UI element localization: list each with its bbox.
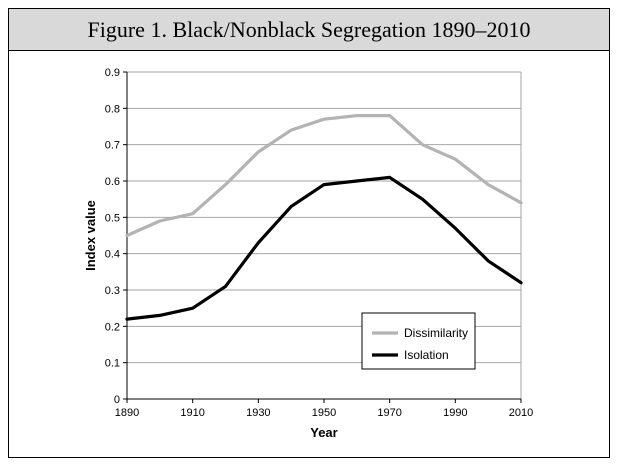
y-tick-label: 0.3 [105, 285, 120, 297]
y-tick-label: 0.5 [105, 212, 120, 224]
y-tick-label: 0.1 [105, 358, 120, 370]
x-tick-label: 1990 [443, 407, 467, 419]
y-tick-label: 0.7 [105, 140, 120, 152]
x-tick-label: 1930 [246, 407, 270, 419]
legend-label: Dissimilarity [404, 326, 468, 340]
y-tick-label: 0.9 [105, 67, 120, 79]
x-axis-label: Year [310, 425, 337, 440]
figure-frame: Figure 1. Black/Nonblack Segregation 189… [8, 8, 610, 458]
series-line-dissimilarity [125, 113, 523, 238]
y-tick-label: 0.4 [105, 249, 120, 261]
x-tick-label: 2010 [509, 407, 533, 419]
series-line-isolation [125, 175, 523, 321]
x-tick-label: 1910 [180, 407, 204, 419]
y-axis-label: Index value [83, 200, 98, 271]
x-tick-label: 1950 [312, 407, 336, 419]
legend-label: Isolation [404, 348, 449, 362]
legend-box [361, 312, 476, 370]
x-tick-label: 1890 [115, 407, 139, 419]
y-tick-label: 0.6 [105, 176, 120, 188]
chart-title: Figure 1. Black/Nonblack Segregation 189… [9, 9, 609, 51]
y-tick-label: 0 [114, 394, 120, 406]
x-tick-label: 1970 [377, 407, 401, 419]
y-tick-label: 0.2 [105, 321, 120, 333]
y-tick-label: 0.8 [105, 103, 120, 115]
